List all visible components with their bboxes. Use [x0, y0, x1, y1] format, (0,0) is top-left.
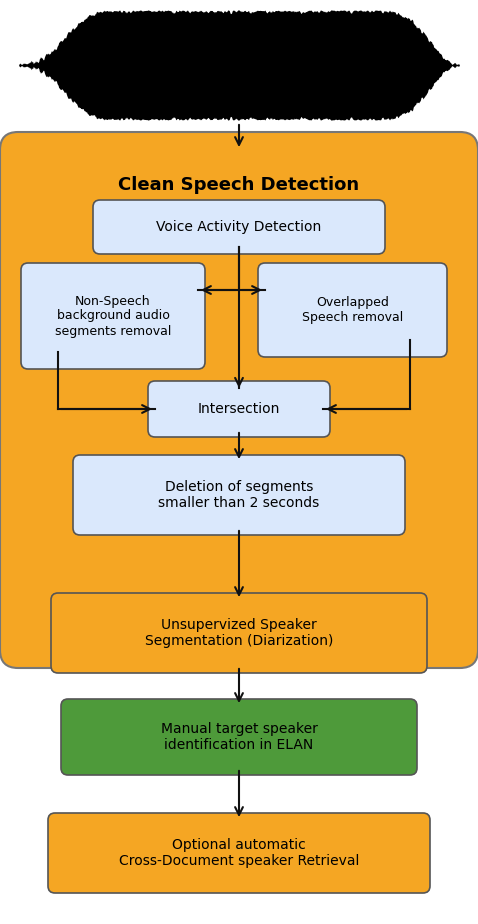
FancyBboxPatch shape — [51, 593, 427, 673]
FancyBboxPatch shape — [61, 699, 417, 775]
Text: Unsupervized Speaker
Segmentation (Diarization): Unsupervized Speaker Segmentation (Diari… — [145, 618, 333, 648]
Text: Non-Speech
background audio
segments removal: Non-Speech background audio segments rem… — [55, 295, 171, 337]
Text: Intersection: Intersection — [198, 402, 280, 416]
Text: Deletion of segments
smaller than 2 seconds: Deletion of segments smaller than 2 seco… — [158, 480, 320, 510]
FancyBboxPatch shape — [148, 381, 330, 437]
Text: Overlapped
Speech removal: Overlapped Speech removal — [302, 296, 403, 324]
FancyBboxPatch shape — [0, 132, 478, 668]
FancyBboxPatch shape — [73, 455, 405, 535]
FancyBboxPatch shape — [48, 813, 430, 893]
FancyBboxPatch shape — [21, 263, 205, 369]
Text: Optional automatic
Cross-Document speaker Retrieval: Optional automatic Cross-Document speake… — [119, 838, 359, 869]
Text: Clean Speech Detection: Clean Speech Detection — [119, 176, 359, 194]
Text: Voice Activity Detection: Voice Activity Detection — [156, 220, 322, 234]
FancyBboxPatch shape — [258, 263, 447, 357]
Text: Manual target speaker
identification in ELAN: Manual target speaker identification in … — [161, 722, 317, 752]
FancyBboxPatch shape — [93, 200, 385, 254]
